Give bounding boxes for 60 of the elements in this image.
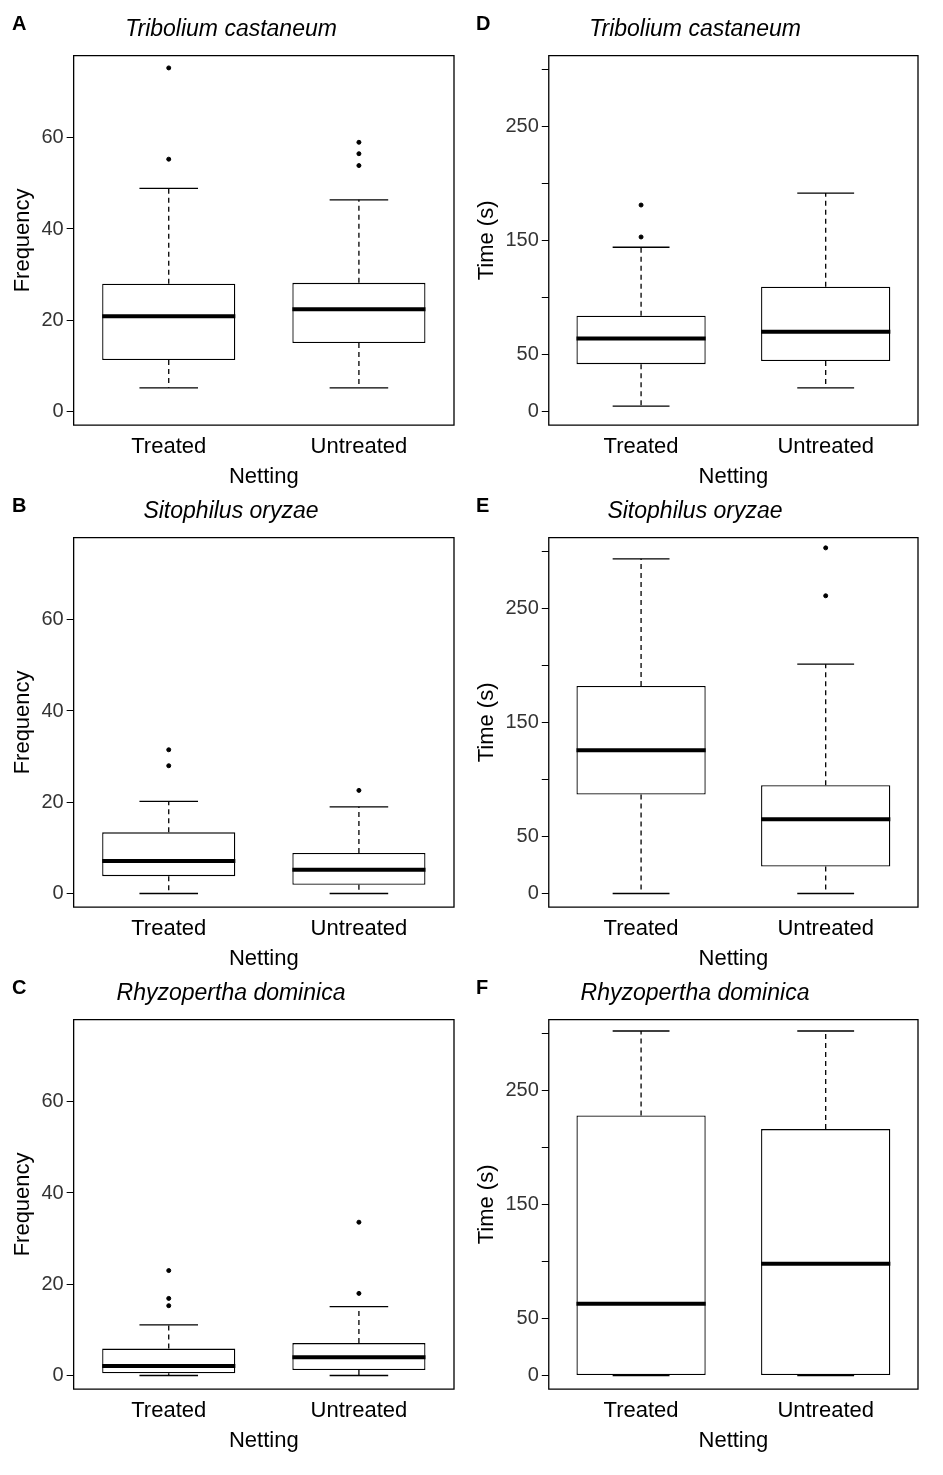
chart-title: Sitophilus oryzae	[143, 497, 319, 524]
y-tick-label: 60	[41, 125, 64, 148]
y-tick-label: 60	[41, 607, 64, 630]
y-tick-label: 40	[41, 1180, 64, 1203]
x-axis-title: Netting	[698, 1426, 769, 1452]
y-axis-title: Frequency	[9, 670, 35, 775]
x-tick-label: Untreated	[777, 915, 874, 941]
x-axis-title: Netting	[228, 1426, 299, 1452]
y-tick-label: 150	[505, 1191, 539, 1214]
x-axis-title: Netting	[228, 944, 299, 970]
y-tick-label: 0	[527, 399, 539, 422]
text: F	[476, 975, 489, 998]
chart-title: Rhyzopertha dominica	[116, 979, 346, 1006]
y-tick-label: 20	[41, 1271, 64, 1294]
text: B	[12, 493, 27, 516]
chart-title: Tribolium castaneum	[125, 15, 337, 42]
y-tick-label: 20	[41, 789, 64, 812]
y-tick-label: 40	[41, 216, 64, 239]
text: E	[476, 493, 490, 516]
y-tick-label: 50	[516, 1305, 539, 1328]
y-tick-label: 50	[516, 341, 539, 364]
x-axis-title: Netting	[228, 462, 299, 488]
x-tick-label: Treated	[131, 433, 207, 459]
y-tick-label: 150	[505, 709, 539, 732]
y-axis-title: Time (s)	[473, 200, 499, 281]
y-tick-label: 0	[527, 1363, 539, 1386]
y-tick-label: 150	[505, 227, 539, 250]
chart-title: Sitophilus oryzae	[607, 497, 783, 524]
y-axis-title: Frequency	[9, 188, 35, 293]
x-tick-label: Treated	[603, 915, 679, 941]
chart-title: Tribolium castaneum	[589, 15, 801, 42]
y-tick-label: 250	[505, 595, 539, 618]
x-tick-label: Untreated	[777, 1397, 874, 1423]
x-tick-label: Treated	[603, 433, 679, 459]
y-axis-title: Frequency	[9, 1152, 35, 1257]
x-tick-label: Treated	[603, 1397, 679, 1423]
x-tick-label: Untreated	[310, 1397, 408, 1423]
x-tick-label: Untreated	[777, 433, 874, 459]
y-tick-label: 0	[527, 881, 539, 904]
text: C	[12, 975, 27, 998]
x-axis-title: Netting	[698, 944, 769, 970]
x-tick-label: Untreated	[310, 915, 408, 941]
x-tick-label: Untreated	[310, 433, 408, 459]
text: D	[476, 11, 491, 34]
x-axis-title: Netting	[698, 462, 769, 488]
y-tick-label: 250	[505, 113, 539, 136]
y-axis-title: Time (s)	[473, 682, 499, 763]
y-tick-label: 0	[52, 399, 64, 422]
y-tick-label: 250	[505, 1077, 539, 1100]
y-tick-label: 20	[41, 307, 64, 330]
y-tick-label: 40	[41, 698, 64, 721]
y-tick-label: 50	[516, 823, 539, 846]
chart-title: Rhyzopertha dominica	[580, 979, 810, 1006]
y-tick-label: 0	[52, 1363, 64, 1386]
text: A	[12, 11, 27, 34]
x-tick-label: Treated	[131, 915, 207, 941]
x-tick-label: Treated	[131, 1397, 207, 1423]
y-tick-label: 0	[52, 881, 64, 904]
y-axis-title: Time (s)	[473, 1164, 499, 1245]
y-tick-label: 60	[41, 1089, 64, 1112]
